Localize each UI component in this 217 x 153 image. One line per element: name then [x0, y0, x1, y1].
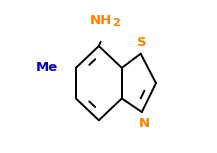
Text: Me: Me [36, 61, 58, 74]
Text: NH: NH [89, 14, 112, 27]
Text: N: N [139, 117, 150, 130]
Text: S: S [137, 36, 147, 49]
Text: 2: 2 [112, 18, 120, 28]
